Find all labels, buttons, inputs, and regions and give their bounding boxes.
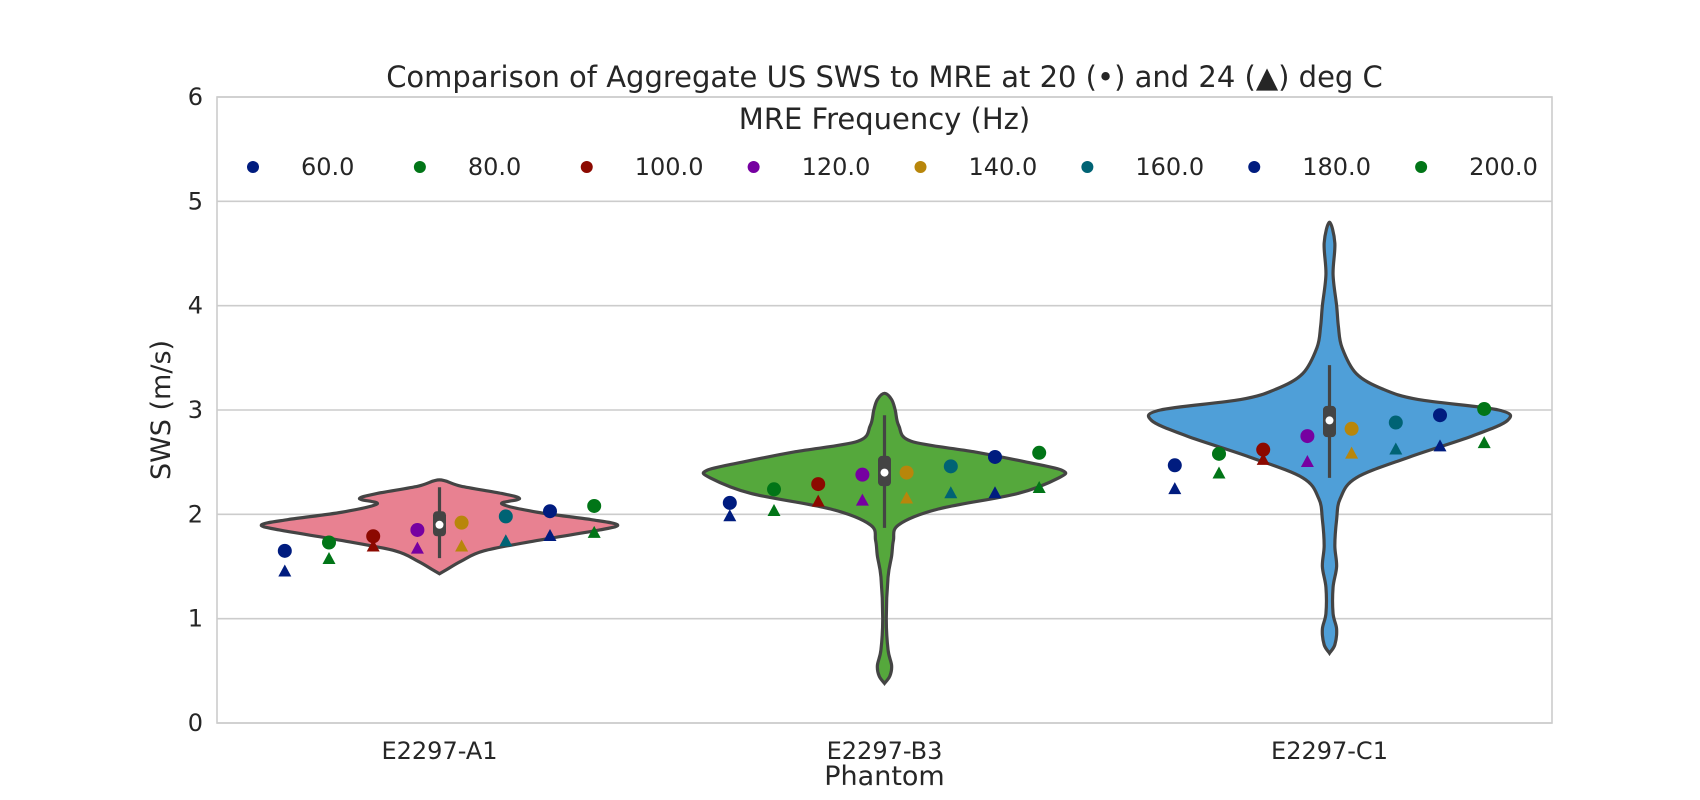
legend-label-80.0: 80.0	[468, 153, 521, 181]
point-24C-140.0-E2297-B3	[900, 491, 914, 504]
point-20C-200.0-E2297-C1	[1477, 401, 1492, 416]
legend-label-60.0: 60.0	[301, 153, 354, 181]
y-tick-label: 3	[188, 396, 203, 424]
legend-marker-80.0	[413, 161, 426, 173]
point-24C-180.0-E2297-A1	[543, 529, 557, 542]
point-20C-200.0-E2297-B3	[1032, 445, 1047, 460]
plot-frame	[216, 96, 1553, 724]
point-24C-180.0-E2297-C1	[1433, 439, 1447, 452]
point-20C-180.0-E2297-A1	[543, 504, 557, 519]
point-24C-120.0-E2297-A1	[410, 541, 424, 554]
y-tick-label: 6	[188, 83, 203, 111]
x-tick-label: E2297-B3	[827, 737, 943, 765]
point-20C-60.0-E2297-A1	[277, 543, 292, 558]
point-24C-60.0-E2297-A1	[278, 564, 292, 577]
legend-label-160.0: 160.0	[1135, 153, 1204, 181]
point-20C-180.0-E2297-B3	[988, 449, 1002, 464]
point-24C-100.0-E2297-C1	[1256, 452, 1270, 465]
x-tick-label: E2297-C1	[1271, 737, 1388, 765]
point-24C-140.0-E2297-C1	[1345, 446, 1359, 459]
x-tick-labels: E2297-A1 E2297-B3 E2297-C1	[381, 737, 1388, 765]
point-20C-160.0-E2297-A1	[498, 509, 513, 524]
point-24C-100.0-E2297-B3	[811, 494, 825, 507]
point-20C-140.0-E2297-C1	[1344, 421, 1359, 436]
point-layer	[277, 401, 1492, 577]
point-24C-100.0-E2297-A1	[366, 539, 380, 552]
point-24C-60.0-E2297-B3	[723, 509, 737, 522]
violin-median	[880, 468, 889, 477]
y-tick-label: 1	[188, 605, 203, 633]
point-24C-160.0-E2297-B3	[944, 486, 958, 499]
legend-marker-120.0	[747, 161, 760, 173]
legend-marker-140.0	[914, 161, 927, 173]
y-axis-label: SWS (m/s)	[146, 340, 177, 480]
point-20C-140.0-E2297-A1	[454, 515, 469, 530]
point-24C-60.0-E2297-C1	[1168, 482, 1182, 495]
point-20C-100.0-E2297-A1	[366, 529, 381, 544]
point-20C-160.0-E2297-B3	[943, 459, 958, 474]
legend: MRE Frequency (Hz) 60.0 80.0 100.0 120.0 140…	[247, 102, 1538, 181]
y-tick-label: 4	[188, 292, 203, 320]
violin-median	[435, 520, 444, 529]
point-20C-100.0-E2297-B3	[811, 477, 826, 492]
legend-label-180.0: 180.0	[1302, 153, 1371, 181]
point-20C-80.0-E2297-C1	[1212, 446, 1226, 461]
y-tick-label: 0	[188, 709, 203, 737]
point-24C-180.0-E2297-B3	[988, 486, 1002, 499]
point-20C-180.0-E2297-C1	[1433, 408, 1447, 423]
point-24C-140.0-E2297-A1	[455, 539, 469, 552]
legend-label-200.0: 200.0	[1469, 153, 1538, 181]
y-tick-label: 2	[188, 500, 203, 528]
point-24C-200.0-E2297-C1	[1477, 436, 1491, 449]
point-24C-200.0-E2297-A1	[587, 525, 601, 538]
legend-marker-180.0	[1248, 161, 1261, 173]
point-20C-100.0-E2297-C1	[1256, 442, 1271, 457]
legend-title: MRE Frequency (Hz)	[739, 102, 1030, 136]
point-24C-80.0-E2297-C1	[1212, 466, 1226, 479]
point-24C-80.0-E2297-A1	[322, 551, 336, 564]
point-24C-160.0-E2297-C1	[1389, 442, 1403, 455]
point-24C-160.0-E2297-A1	[499, 534, 513, 547]
point-24C-120.0-E2297-B3	[855, 493, 869, 506]
point-20C-160.0-E2297-C1	[1388, 415, 1403, 430]
x-axis-label: Phantom	[824, 761, 944, 792]
violin-layer	[259, 220, 1513, 687]
point-20C-200.0-E2297-A1	[587, 498, 602, 513]
point-24C-120.0-E2297-C1	[1300, 454, 1314, 467]
legend-marker-200.0	[1415, 161, 1428, 173]
point-20C-60.0-E2297-C1	[1167, 458, 1182, 473]
point-20C-120.0-E2297-C1	[1300, 429, 1315, 444]
point-20C-140.0-E2297-B3	[899, 465, 914, 480]
point-20C-60.0-E2297-B3	[722, 495, 737, 510]
violin-E2297-B3	[701, 391, 1068, 687]
legend-marker-60.0	[247, 161, 259, 173]
x-tick-label: E2297-A1	[381, 737, 497, 765]
point-24C-80.0-E2297-B3	[767, 504, 781, 517]
y-tick-label: 5	[188, 187, 203, 215]
chart-title: Comparison of Aggregate US SWS to MRE at…	[386, 60, 1383, 94]
legend-label-100.0: 100.0	[635, 153, 704, 181]
violin-median	[1325, 416, 1334, 425]
legend-marker-100.0	[580, 161, 593, 173]
legend-label-120.0: 120.0	[802, 153, 871, 181]
point-20C-80.0-E2297-B3	[767, 482, 781, 497]
point-20C-80.0-E2297-A1	[322, 535, 336, 550]
legend-label-140.0: 140.0	[969, 153, 1038, 181]
point-20C-120.0-E2297-B3	[855, 467, 870, 482]
legend-marker-160.0	[1081, 161, 1094, 173]
y-tick-labels: 0 1 2 3 4 5 6	[188, 83, 203, 737]
point-20C-120.0-E2297-A1	[410, 522, 425, 537]
point-24C-200.0-E2297-B3	[1032, 481, 1046, 494]
